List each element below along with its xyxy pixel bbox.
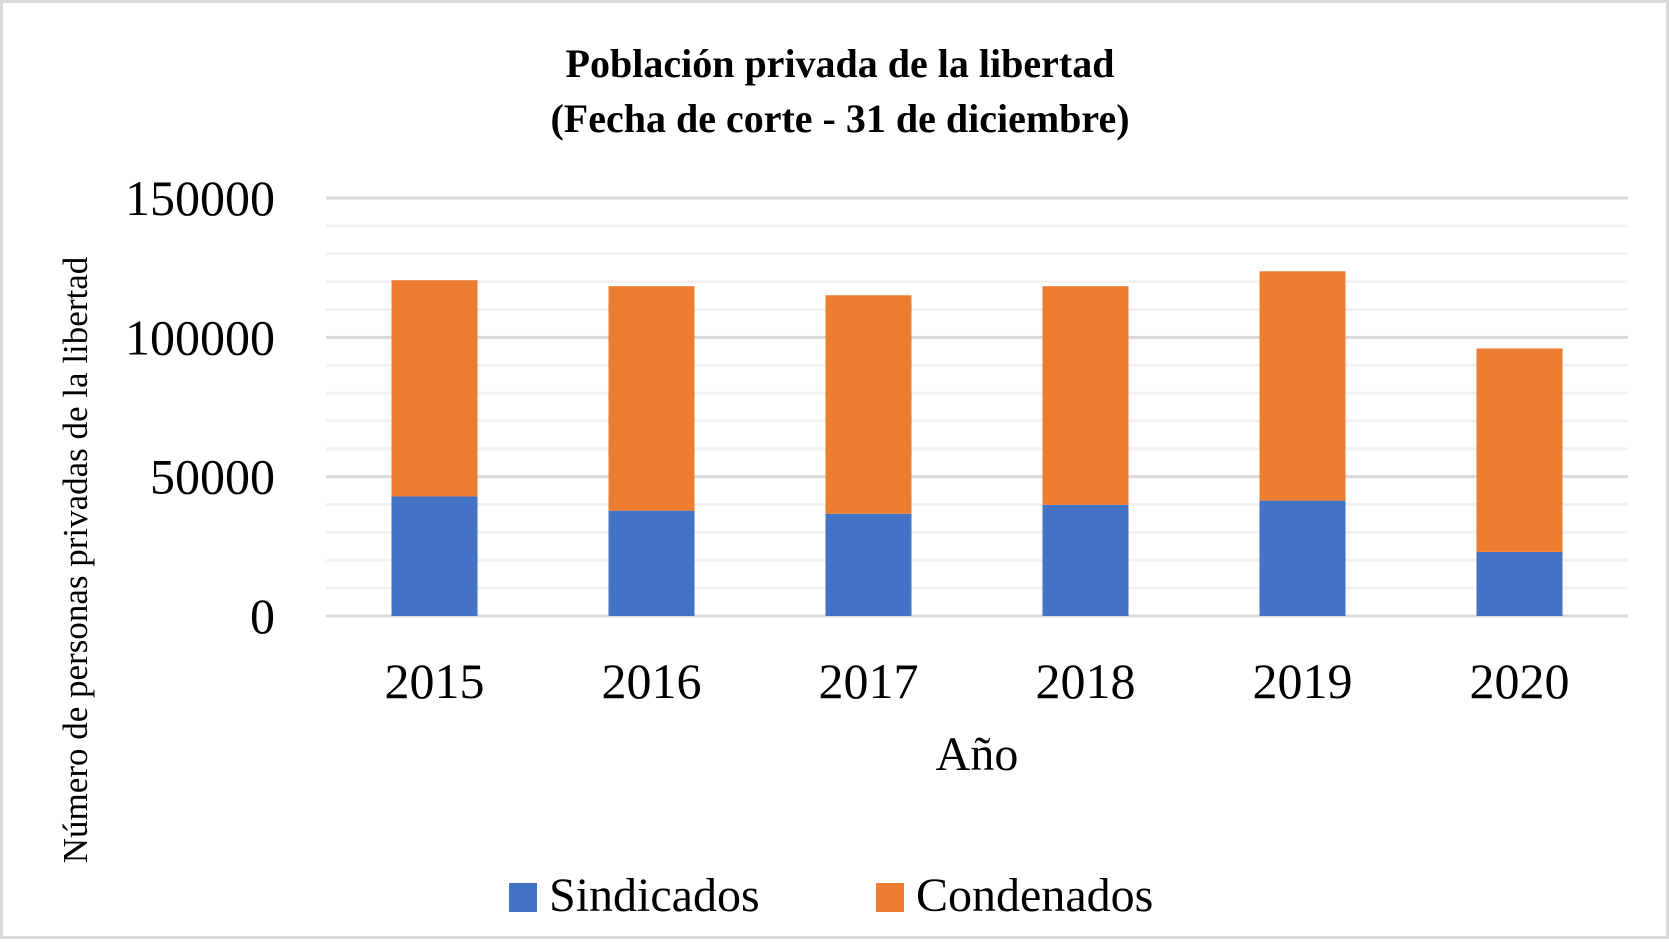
y-tick-label: 50000 [150, 449, 275, 505]
legend-item-sindicados[interactable]: Sindicados [509, 869, 760, 922]
x-tick-label: 2016 [602, 653, 702, 709]
chart-subtitle: (Fecha de corte - 31 de diciembre) [550, 96, 1129, 141]
x-tick-label: 2018 [1036, 653, 1136, 709]
bar-sindicados-2015[interactable] [391, 496, 478, 616]
legend-label-condenados: Condenados [916, 869, 1153, 922]
bars [391, 271, 1563, 616]
x-tick-labels: 2015 2016 2017 2018 2019 2020 [385, 653, 1570, 709]
bar-condenados-2015[interactable] [391, 280, 478, 497]
x-tick-label: 2020 [1470, 653, 1570, 709]
legend-item-condenados[interactable]: Condenados [876, 869, 1153, 922]
x-tick-label: 2015 [385, 653, 485, 709]
x-tick-label: 2017 [819, 653, 919, 709]
gridlines [326, 196, 1628, 618]
bar-condenados-2018[interactable] [1042, 286, 1129, 505]
y-tick-label: 150000 [125, 170, 275, 226]
bar-condenados-2020[interactable] [1476, 348, 1563, 552]
legend: Sindicados Condenados [509, 869, 1153, 922]
y-tick-label: 0 [250, 588, 275, 644]
y-tick-labels: 0 50000 100000 150000 [125, 170, 275, 644]
x-axis-label: Año [936, 728, 1019, 781]
bar-sindicados-2019[interactable] [1259, 500, 1346, 616]
bar-sindicados-2018[interactable] [1042, 504, 1129, 616]
legend-swatch-sindicados [509, 883, 537, 912]
bar-sindicados-2020[interactable] [1476, 551, 1563, 616]
bar-sindicados-2016[interactable] [608, 510, 695, 616]
bar-condenados-2017[interactable] [825, 295, 912, 514]
bar-condenados-2016[interactable] [608, 286, 695, 511]
y-tick-label: 100000 [125, 309, 275, 365]
bar-sindicados-2017[interactable] [825, 513, 912, 616]
bar-condenados-2019[interactable] [1259, 271, 1346, 501]
y-axis-label: Número de personas privadas de la libert… [56, 256, 95, 863]
legend-label-sindicados: Sindicados [549, 869, 760, 922]
x-tick-label: 2019 [1253, 653, 1353, 709]
legend-swatch-condenados [876, 883, 904, 912]
chart-title: Población privada de la libertad [566, 41, 1115, 86]
